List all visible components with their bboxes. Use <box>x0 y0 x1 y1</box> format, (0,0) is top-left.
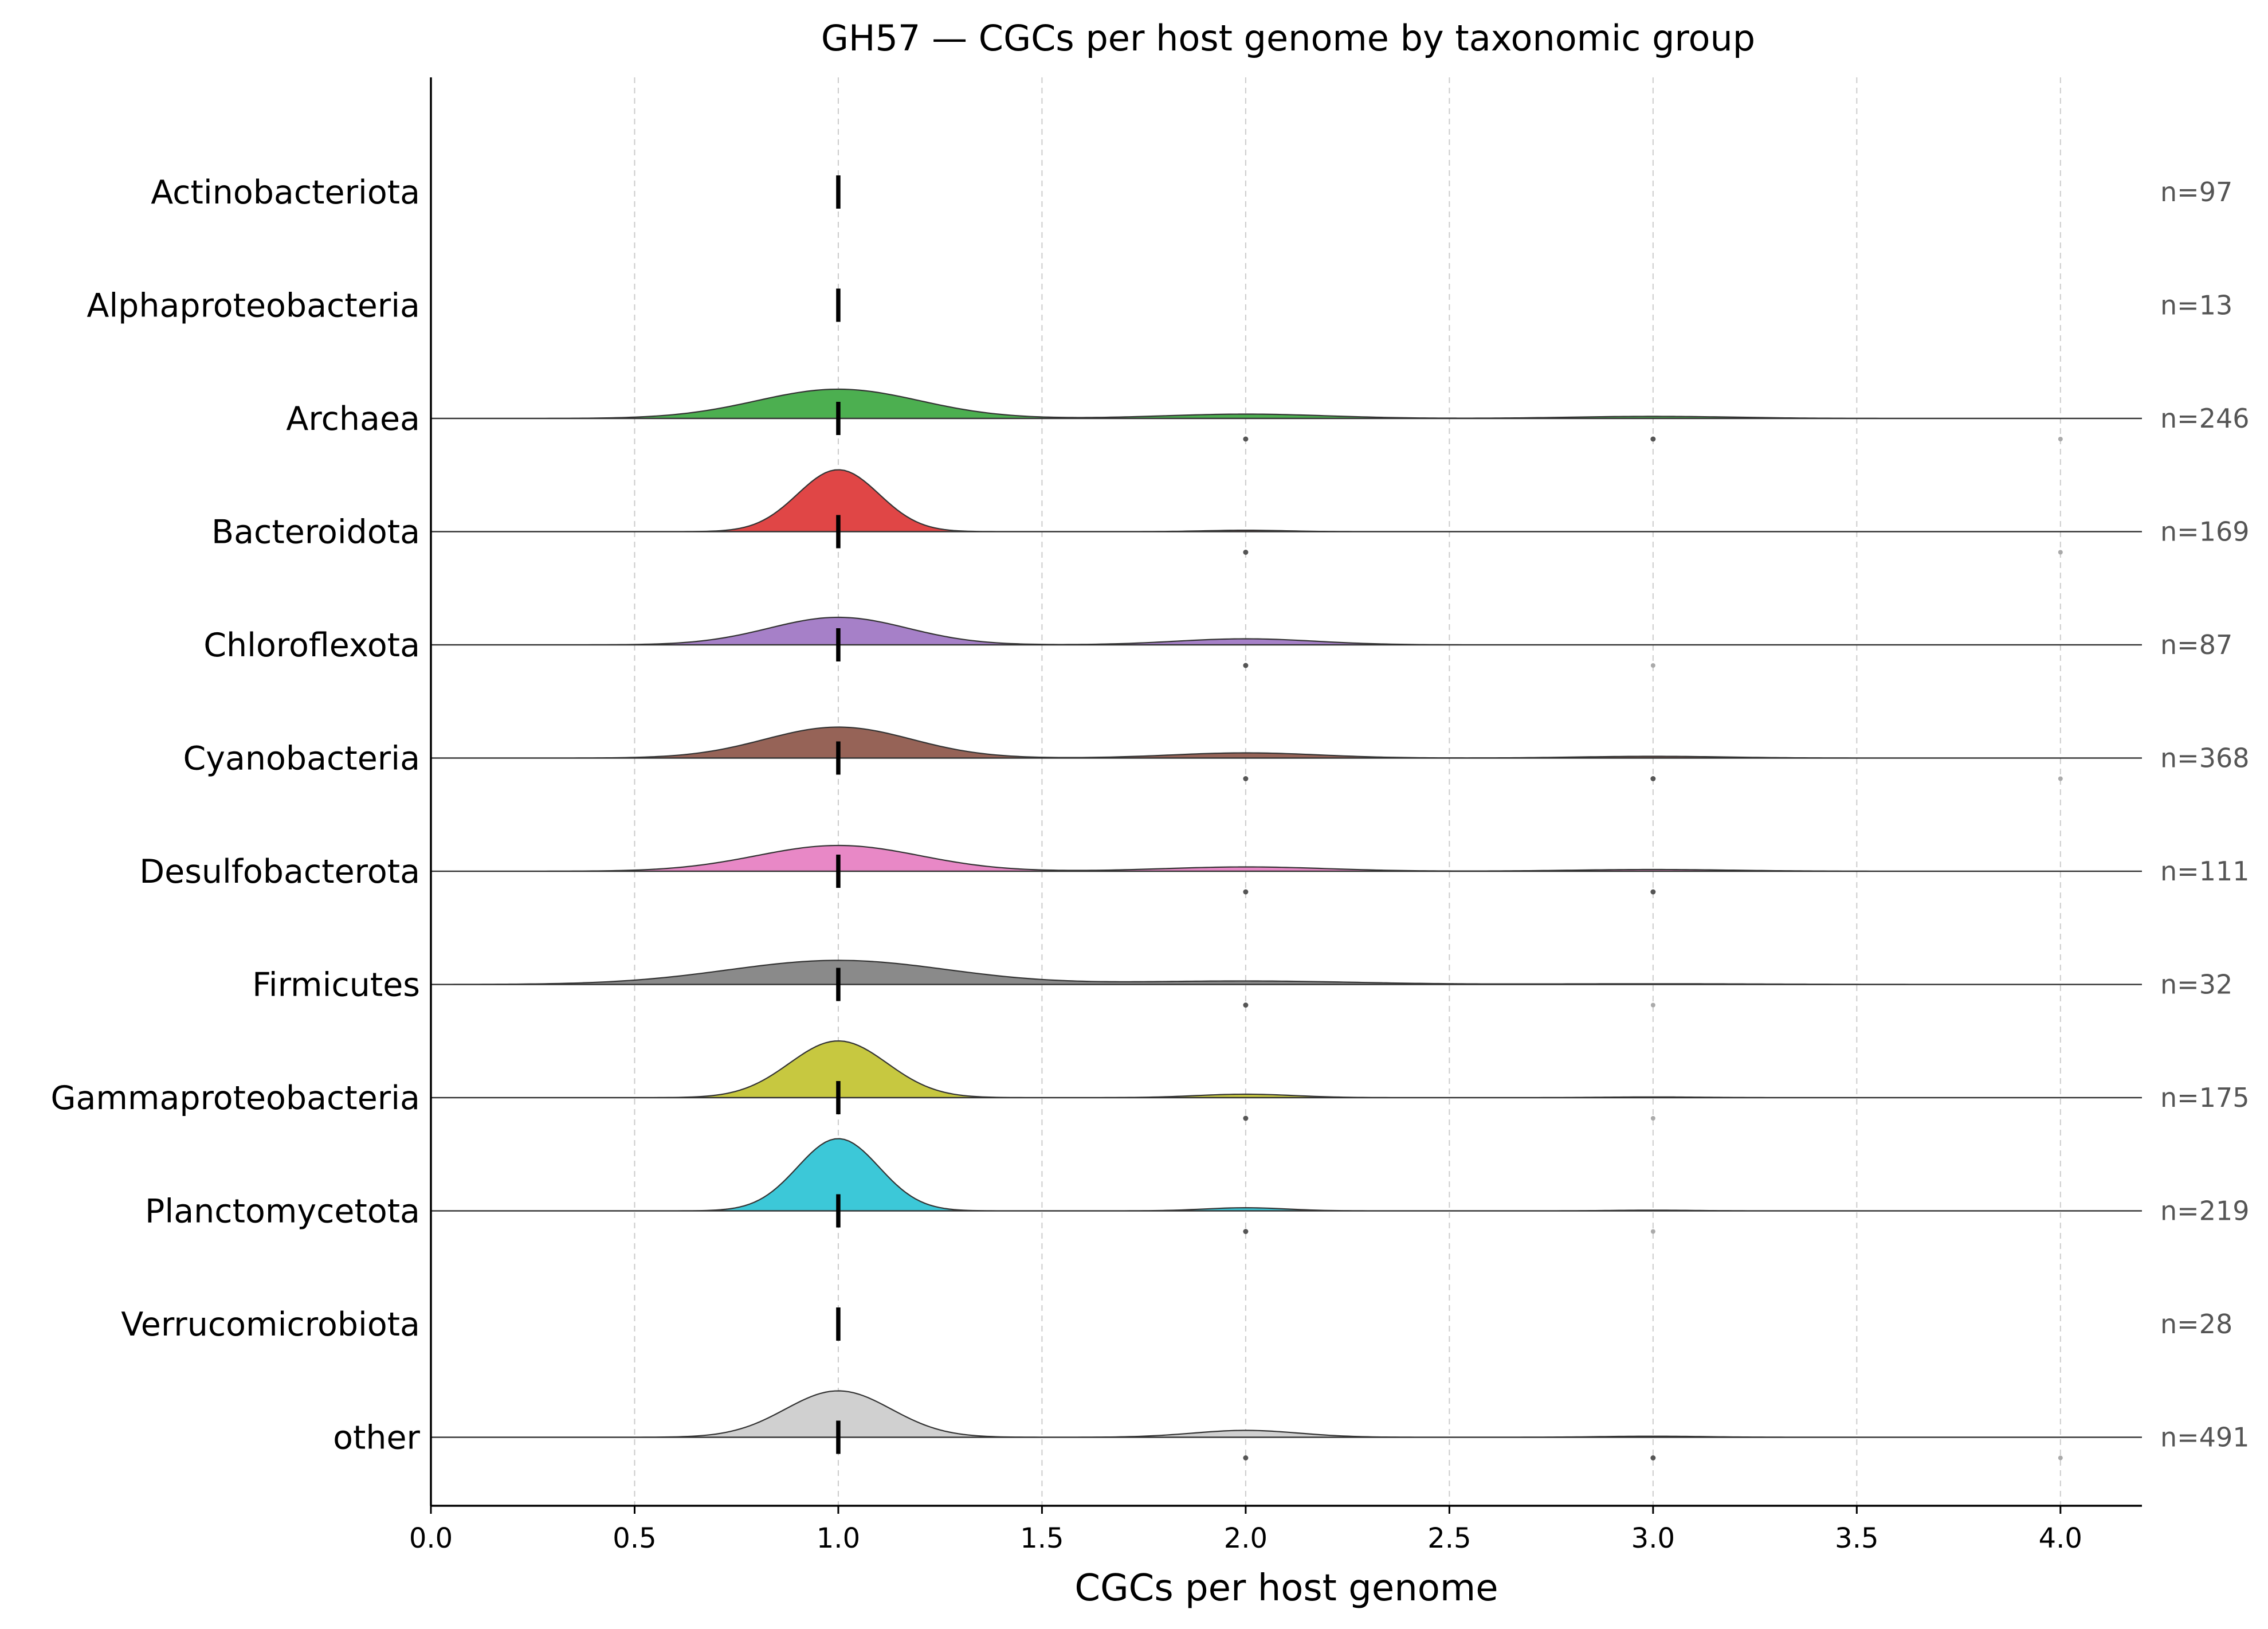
density-ridge <box>431 469 2142 532</box>
ridge-row: Cyanobacteria n=368 <box>183 726 2250 781</box>
group-count-label: n=32 <box>2160 969 2232 1000</box>
density-ridge <box>431 844 2142 872</box>
outlier-point <box>1243 1115 1249 1121</box>
outlier-point <box>2058 550 2063 555</box>
outlier-point <box>2058 776 2063 781</box>
x-axis-label: CGCs per host genome <box>1074 1567 1498 1610</box>
outlier-point <box>1650 889 1656 895</box>
group-count-label: n=368 <box>2160 743 2250 774</box>
group-count-label: n=97 <box>2160 177 2232 207</box>
outlier-point <box>1243 1229 1249 1234</box>
x-tick-label: 3.0 <box>1631 1522 1675 1554</box>
outlier-point <box>1650 1229 1655 1234</box>
group-count-label: n=13 <box>2160 290 2232 321</box>
outlier-point <box>1650 1116 1655 1121</box>
group-label: Cyanobacteria <box>183 740 420 778</box>
ridge-row: Desulfobacterota n=111 <box>139 844 2250 895</box>
x-tick-label: 1.0 <box>817 1522 860 1554</box>
ridge-row: Firmicutes n=32 <box>252 960 2232 1008</box>
ridge-row: Bacteroidota n=169 <box>211 469 2250 555</box>
outlier-point <box>2058 1455 2063 1460</box>
ridge-row: Chloroflexota n=87 <box>203 616 2232 668</box>
chart-title: GH57 — CGCs per host genome by taxonomic… <box>821 17 1755 59</box>
density-ridge <box>431 1040 2142 1099</box>
axes <box>430 77 2142 1507</box>
density-ridge <box>431 388 2142 420</box>
x-tick-label: 0.5 <box>613 1522 656 1554</box>
outlier-point <box>1243 550 1249 555</box>
ridge-row: other n=491 <box>333 1390 2250 1460</box>
group-label: Verrucomicrobiota <box>121 1306 420 1344</box>
x-tick-label: 1.5 <box>1020 1522 1064 1554</box>
outlier-point <box>1243 776 1249 781</box>
group-count-label: n=219 <box>2160 1196 2250 1227</box>
ridge-row: Gammaproteobacteria n=175 <box>50 1040 2250 1121</box>
outlier-point <box>1650 776 1656 781</box>
group-label: Chloroflexota <box>203 626 420 664</box>
group-label: Archaea <box>286 400 420 438</box>
x-tick-label: 0.0 <box>409 1522 453 1554</box>
outlier-point <box>1650 1455 1656 1460</box>
ridge-row: Actinobacteriota n=97 <box>151 174 2232 212</box>
outlier-point <box>2058 437 2063 441</box>
ridge-row: Alphaproteobacteria n=13 <box>87 287 2232 325</box>
group-label: Actinobacteriota <box>151 174 420 212</box>
group-label: Bacteroidota <box>211 514 420 551</box>
group-label: Gammaproteobacteria <box>50 1079 420 1117</box>
group-label: Planctomycetota <box>145 1193 420 1231</box>
x-ticks: 0.0 0.5 1.0 1.5 2.0 2.5 3.0 3.5 4.0 <box>409 1506 2082 1554</box>
outlier-point <box>1650 436 1656 442</box>
outlier-point <box>1650 663 1655 668</box>
outlier-point <box>1243 889 1249 895</box>
group-label: other <box>333 1419 420 1457</box>
ridges: Actinobacteriota n=97 Alphaproteobacteria n… <box>50 174 2250 1460</box>
x-tick-label: 3.5 <box>1835 1522 1878 1554</box>
density-ridge <box>430 960 2142 985</box>
density-ridge <box>431 616 2142 646</box>
x-tick-label: 2.5 <box>1427 1522 1471 1554</box>
ridge-row: Archaea n=246 <box>286 388 2250 442</box>
group-label: Desulfobacterota <box>139 853 420 891</box>
outlier-point <box>1650 1003 1655 1008</box>
x-tick-label: 4.0 <box>2039 1522 2082 1554</box>
outlier-point <box>1243 663 1249 668</box>
group-label: Alphaproteobacteria <box>87 287 420 325</box>
outlier-point <box>1243 1003 1249 1008</box>
outlier-point <box>1243 436 1249 442</box>
density-ridge <box>431 726 2142 759</box>
density-ridge <box>431 1138 2142 1212</box>
grid-lines <box>634 77 2061 1506</box>
group-label: Firmicutes <box>252 966 420 1004</box>
ridge-row: Verrucomicrobiota n=28 <box>121 1306 2232 1344</box>
ridge-row: Planctomycetota n=219 <box>145 1138 2250 1234</box>
group-count-label: n=246 <box>2160 403 2250 434</box>
group-count-label: n=175 <box>2160 1082 2250 1113</box>
group-count-label: n=169 <box>2160 516 2250 547</box>
group-count-label: n=491 <box>2160 1422 2250 1453</box>
x-tick-label: 2.0 <box>1224 1522 1268 1554</box>
outlier-point <box>1243 1455 1249 1460</box>
group-count-label: n=87 <box>2160 629 2232 660</box>
density-ridge <box>431 1390 2142 1438</box>
group-count-label: n=28 <box>2160 1309 2232 1340</box>
group-count-label: n=111 <box>2160 856 2250 887</box>
